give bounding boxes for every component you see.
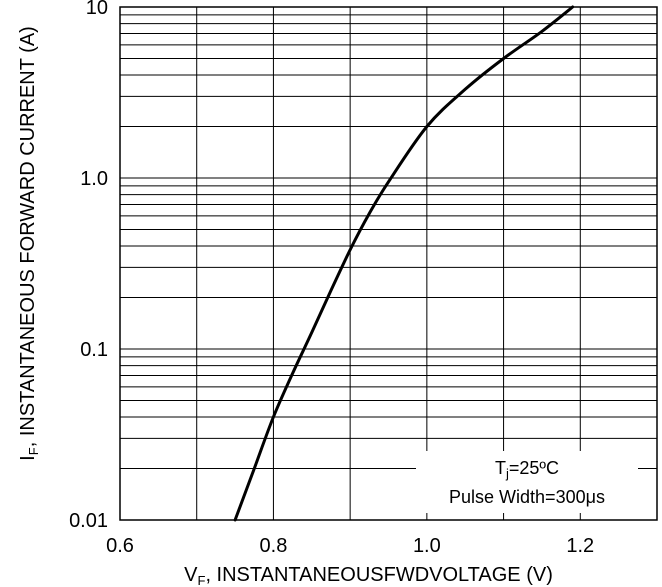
x-tick-label: 0.8 [260, 535, 288, 557]
tick-labels: 0.6 0.8 1.0 1.2 0.01 0.1 1.0 10 [69, 0, 594, 557]
x-tick-label: 1.0 [413, 535, 441, 557]
y-tick-label: 0.01 [69, 510, 108, 532]
forward-current-curve [233, 5, 575, 522]
pulse-width-label: Pulse Width=300μs [449, 487, 605, 507]
grid-lines [120, 7, 657, 520]
y-tick-label: 1.0 [80, 168, 108, 190]
y-tick-label: 0.1 [80, 339, 108, 361]
x-tick-label: 1.2 [566, 535, 594, 557]
x-tick-label: 0.6 [106, 535, 134, 557]
y-axis-title: IF, INSTANTANEOUS FORWARD CURRENT (A) [17, 26, 41, 461]
y-tick-label: 10 [86, 0, 108, 19]
annotation-box [416, 451, 638, 513]
x-axis-title: VF, INSTANTANEOUSFWDVOLTAGE (V) [184, 564, 553, 587]
plot-frame [119, 6, 658, 521]
junction-temperature-label: Tj=25ºC [495, 458, 559, 481]
